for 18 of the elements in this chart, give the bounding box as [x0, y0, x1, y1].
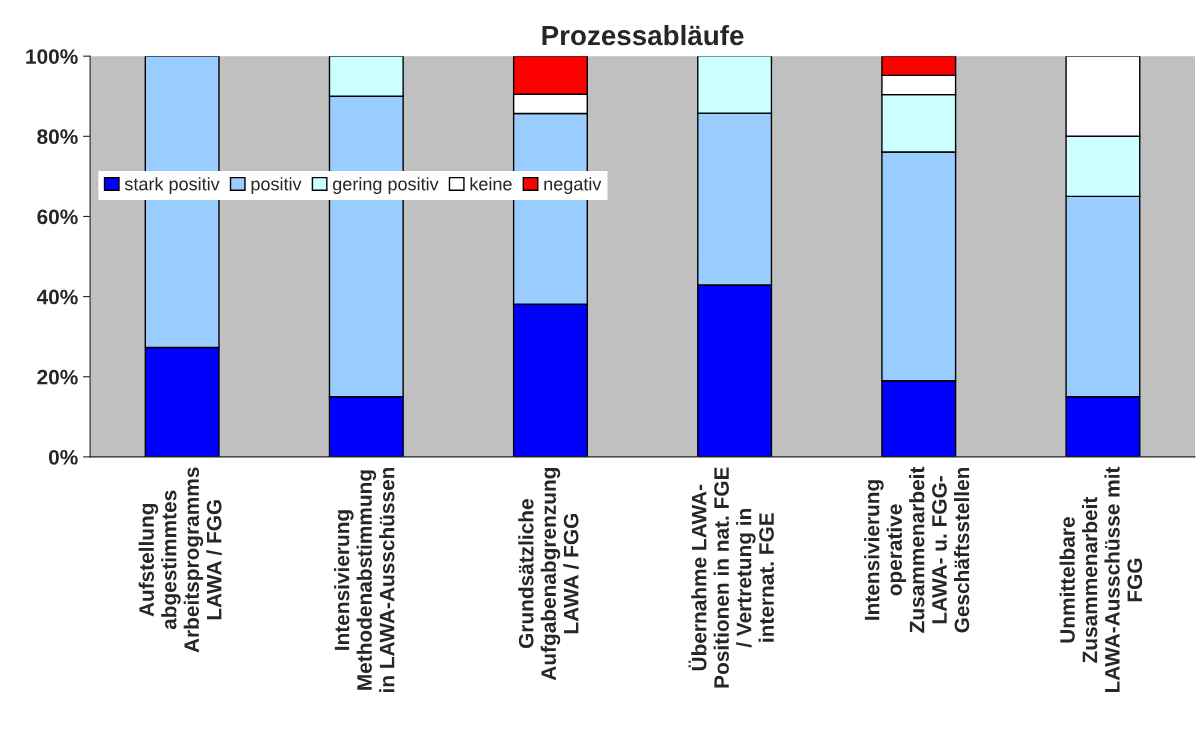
chart-title: Prozessabläufe [542, 24, 744, 46]
legend-label: positiv [251, 177, 302, 194]
y-tick-label: 20% [37, 369, 78, 385]
legend-label: stark positiv [124, 177, 220, 194]
y-tick-label: 60% [37, 209, 78, 225]
y-tick-label: 40% [36, 289, 78, 305]
x-tick-label: Intensivierung Methodenabstimmung in LAWA-Ausschüssen [334, 467, 395, 693]
legend-label: negativ [544, 177, 602, 194]
y-tick-label: 100% [26, 49, 78, 64]
y-tick-label: 0% [48, 449, 78, 465]
x-tick-label: Aufstellung abgestimmtes Arbeitsprogramms LAWA / FGG [138, 467, 222, 653]
x-tick-label: Unmittelbare Zusammenarbeit LAWA-Ausschüsse mit FGG [1059, 466, 1143, 693]
legend-label: keine [470, 177, 512, 191]
y-tick-label: 80% [37, 129, 78, 145]
x-tick-label: Übernahme LAWA- Positionen in nat. FGE / Vertretung in internat. FGE [688, 467, 774, 688]
x-tick-label: Intensivierung operative Zusammenarbeit LAWA- u. FGG- Geschäftsstellen [864, 466, 970, 633]
x-tick-label: Grundsätzliche Aufgabenabgrenzung LAWA / FGG [518, 467, 579, 681]
legend-label: gering positiv [333, 177, 439, 194]
